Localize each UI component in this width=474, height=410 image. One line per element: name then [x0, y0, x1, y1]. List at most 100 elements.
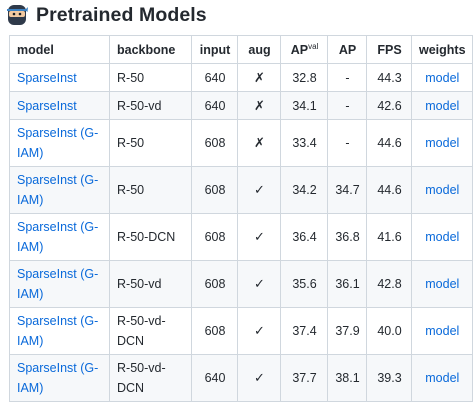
cell-backbone: R-50-DCN: [109, 213, 192, 261]
cell-backbone: R-50: [109, 63, 192, 92]
table-row: SparseInst R-50 640 ✗ 32.8 - 44.3 model: [9, 63, 473, 92]
cell-input: 608: [191, 166, 238, 214]
table-row: SparseInst (G-IAM) R-50-vd-DCN 608 ✓ 37.…: [9, 307, 473, 355]
cell-aug: ✓: [237, 213, 281, 261]
cell-fps: 42.8: [366, 260, 412, 308]
cell-fps: 44.3: [366, 63, 412, 92]
model-link[interactable]: SparseInst: [17, 70, 77, 85]
model-link[interactable]: SparseInst (G-IAM): [17, 314, 99, 348]
cell-apval: 37.4: [280, 307, 328, 355]
cell-apval: 35.6: [280, 260, 328, 308]
cell-model: SparseInst (G-IAM): [9, 166, 110, 214]
cell-ap: -: [327, 119, 367, 167]
header-fps: FPS: [366, 35, 412, 64]
cell-aug: ✓: [237, 260, 281, 308]
cell-backbone: R-50: [109, 119, 192, 167]
header-row: model backbone input aug APval AP FPS we…: [9, 35, 473, 64]
section-heading: Pretrained Models: [6, 2, 466, 28]
cell-model: SparseInst (G-IAM): [9, 213, 110, 261]
cell-ap: 38.1: [327, 354, 367, 402]
header-weights: weights: [411, 35, 473, 64]
cell-fps: 40.0: [366, 307, 412, 355]
pretrained-models-table: model backbone input aug APval AP FPS we…: [9, 35, 473, 402]
cell-model: SparseInst (G-IAM): [9, 260, 110, 308]
model-link[interactable]: SparseInst (G-IAM): [17, 126, 99, 160]
table-row: SparseInst R-50-vd 640 ✗ 34.1 - 42.6 mod…: [9, 91, 473, 120]
cell-backbone: R-50: [109, 166, 192, 214]
cell-weights: model: [411, 260, 473, 308]
cell-model: SparseInst: [9, 63, 110, 92]
cell-apval: 32.8: [280, 63, 328, 92]
cell-weights: model: [411, 166, 473, 214]
cell-backbone: R-50-vd: [109, 91, 192, 120]
cell-input: 608: [191, 119, 238, 167]
cell-apval: 37.7: [280, 354, 328, 402]
cell-input: 608: [191, 213, 238, 261]
cell-aug: ✓: [237, 354, 281, 402]
header-apval: APval: [280, 35, 328, 64]
model-link[interactable]: SparseInst (G-IAM): [17, 220, 99, 254]
weights-link[interactable]: model: [425, 371, 460, 385]
weights-link[interactable]: model: [425, 230, 460, 244]
weights-link[interactable]: model: [425, 324, 460, 338]
cell-weights: model: [411, 119, 473, 167]
cell-weights: model: [411, 63, 473, 92]
model-link[interactable]: SparseInst: [17, 98, 77, 113]
cell-backbone: R-50-vd: [109, 260, 192, 308]
cell-aug: ✓: [237, 166, 281, 214]
cell-fps: 44.6: [366, 166, 412, 214]
cell-ap: 36.8: [327, 213, 367, 261]
cell-weights: model: [411, 91, 473, 120]
cell-input: 640: [191, 354, 238, 402]
weights-link[interactable]: model: [425, 277, 460, 291]
cell-apval: 33.4: [280, 119, 328, 167]
header-model: model: [9, 35, 110, 64]
table-header: model backbone input aug APval AP FPS we…: [9, 35, 473, 64]
cell-input: 640: [191, 63, 238, 92]
model-link[interactable]: SparseInst (G-IAM): [17, 267, 99, 301]
cell-fps: 39.3: [366, 354, 412, 402]
header-backbone: backbone: [109, 35, 192, 64]
table-row: SparseInst (G-IAM) R-50 608 ✗ 33.4 - 44.…: [9, 119, 473, 167]
cell-apval: 34.1: [280, 91, 328, 120]
cell-apval: 34.2: [280, 166, 328, 214]
cell-fps: 44.6: [366, 119, 412, 167]
cell-aug: ✗: [237, 119, 281, 167]
model-link[interactable]: SparseInst (G-IAM): [17, 361, 99, 395]
weights-link[interactable]: model: [425, 70, 460, 85]
weights-link[interactable]: model: [425, 136, 460, 150]
header-apval-superscript: val: [308, 41, 319, 51]
ninja-emoji-icon: [6, 4, 28, 26]
cell-model: SparseInst (G-IAM): [9, 119, 110, 167]
table-body: SparseInst R-50 640 ✗ 32.8 - 44.3 model …: [9, 63, 473, 402]
cell-input: 608: [191, 307, 238, 355]
header-input: input: [191, 35, 238, 64]
header-ap: AP: [327, 35, 367, 64]
weights-link[interactable]: model: [425, 98, 460, 113]
cell-fps: 41.6: [366, 213, 412, 261]
cell-backbone: R-50-vd-DCN: [109, 354, 192, 402]
cell-ap: 37.9: [327, 307, 367, 355]
cell-ap: 36.1: [327, 260, 367, 308]
cell-ap: -: [327, 63, 367, 92]
table-row: SparseInst (G-IAM) R-50-DCN 608 ✓ 36.4 3…: [9, 213, 473, 261]
table-row: SparseInst (G-IAM) R-50-vd 608 ✓ 35.6 36…: [9, 260, 473, 308]
cell-weights: model: [411, 213, 473, 261]
cell-model: SparseInst (G-IAM): [9, 307, 110, 355]
header-aug: aug: [237, 35, 281, 64]
cell-apval: 36.4: [280, 213, 328, 261]
cell-weights: model: [411, 354, 473, 402]
cell-input: 608: [191, 260, 238, 308]
weights-link[interactable]: model: [425, 183, 460, 197]
page-title: Pretrained Models: [36, 3, 207, 26]
cell-ap: -: [327, 91, 367, 120]
cell-aug: ✗: [237, 63, 281, 92]
cell-backbone: R-50-vd-DCN: [109, 307, 192, 355]
cell-weights: model: [411, 307, 473, 355]
header-apval-text: AP: [290, 42, 309, 57]
cell-aug: ✗: [237, 91, 281, 120]
cell-model: SparseInst: [9, 91, 110, 120]
table-row: SparseInst (G-IAM) R-50-vd-DCN 640 ✓ 37.…: [9, 354, 473, 402]
model-link[interactable]: SparseInst (G-IAM): [17, 173, 99, 207]
table-row: SparseInst (G-IAM) R-50 608 ✓ 34.2 34.7 …: [9, 166, 473, 214]
